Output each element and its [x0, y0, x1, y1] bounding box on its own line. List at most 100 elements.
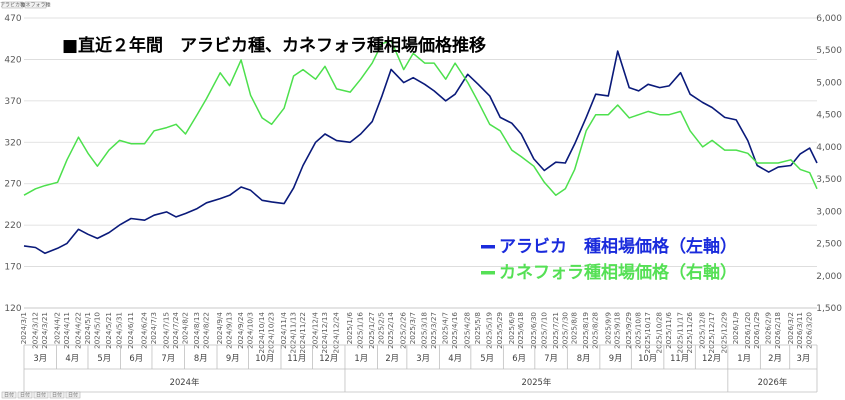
x-tick-label: 2025/7/30 [560, 312, 569, 349]
series-filter-button [24, 1, 47, 9]
x-tick-label: 2025/8/28 [591, 312, 600, 349]
month-label: 10月 [638, 353, 657, 363]
x-tick-label: 2025/6/30 [529, 312, 538, 349]
legend-entry: カネフォラ種相場価格（右軸） [499, 262, 737, 283]
x-tick-label: 2025/1/6 [345, 312, 354, 345]
x-tick-label: 2024/11/4 [279, 312, 288, 349]
month-label: 12月 [702, 353, 721, 363]
date-filter-label: 日付 [20, 392, 30, 399]
x-tick-label: 2024/9/24 [236, 312, 245, 349]
month-label: 3月 [797, 353, 811, 363]
legend-entry: アラビカ 種相場価格（左軸） [499, 236, 737, 257]
x-tick-label: 2026/3/2 [786, 312, 795, 344]
x-tick-label: 2026/3/11 [795, 312, 804, 349]
x-tick-label: 2024/12/13 [320, 312, 329, 353]
x-tick-label: 2024/9/13 [225, 312, 234, 349]
x-tick-label: 2025/4/7 [441, 312, 450, 344]
left-tick-label: 220 [4, 221, 21, 231]
x-tick-label: 2025/5/8 [473, 312, 482, 345]
chart-title: ■直近２年間 アラビカ種、カネフォラ種相場価格推移 [62, 35, 486, 56]
x-tick-label: 2025/8/8 [570, 312, 579, 345]
x-tick-label: 2024/5/31 [114, 312, 123, 349]
legend-swatch [481, 245, 495, 249]
x-tick-label: 2025/11/26 [685, 312, 694, 354]
x-tick-label: 2024/11/13 [289, 312, 298, 353]
x-tick-label: 2025/1/27 [367, 312, 376, 349]
x-tick-label: 2024/3/12 [31, 312, 40, 349]
right-tick-label: 2,000 [816, 272, 842, 282]
x-tick-label: 2026/1/29 [752, 312, 761, 349]
x-tick-label: 2024/10/23 [267, 312, 276, 353]
month-label: 6月 [129, 353, 143, 363]
date-filter-button [33, 391, 49, 399]
x-tick-label: 2025/8/19 [581, 312, 590, 349]
x-tick-label: 2026/1/20 [743, 312, 752, 349]
month-label: 2月 [385, 353, 399, 363]
x-tick-label: 2025/5/29 [495, 312, 504, 349]
date-filter-label: 日付 [52, 392, 62, 399]
left-tick-label: 320 [4, 138, 21, 148]
x-tick-label: 2024/10/3 [246, 312, 255, 349]
month-label: 7月 [544, 353, 558, 363]
x-tick-label: 2025/2/5 [377, 312, 386, 344]
x-tick-label: 2025/7/21 [551, 312, 560, 349]
x-tick-label: 2024/8/22 [202, 312, 211, 349]
left-tick-label: 270 [4, 180, 21, 190]
x-tick-label: 2025/2/26 [399, 312, 408, 349]
month-label: 11月 [287, 353, 306, 363]
x-tick-label: 2025/3/7 [408, 312, 417, 344]
date-filter-label: 日付 [68, 392, 78, 399]
right-tick-label: 6,000 [816, 14, 842, 24]
series-filter-label: アラビカ種 [0, 2, 25, 9]
date-filter-button [65, 391, 81, 399]
x-tick-label: 2025/10/8 [634, 312, 643, 349]
right-tick-label: 1,500 [816, 304, 842, 314]
month-label: 5月 [480, 353, 494, 363]
series-filter-label: カネフォラ種 [20, 2, 50, 9]
x-tick-label: 2025/9/9 [603, 312, 612, 345]
series-filter-button [1, 1, 24, 9]
x-tick-label: 2026/2/18 [773, 312, 782, 349]
x-tick-label: 2025/4/16 [450, 312, 459, 349]
left-tick-label: 370 [4, 97, 21, 107]
year-label: 2024年 [170, 377, 200, 387]
month-label: 12月 [319, 353, 338, 363]
x-tick-label: 2024/10/14 [257, 312, 266, 354]
year-label: 2026年 [758, 377, 788, 387]
x-tick-label: 2025/1/16 [356, 312, 365, 349]
x-tick-label: 2025/9/29 [624, 312, 633, 349]
series-line-arabica [23, 50, 818, 255]
x-tick-label: 2025/12/8 [698, 312, 707, 349]
right-tick-label: 4,000 [816, 143, 842, 153]
x-tick-label: 2025/3/18 [420, 312, 429, 349]
month-label: 4月 [65, 353, 79, 363]
right-tick-label: 2,500 [816, 240, 842, 250]
x-tick-label: 2024/9/4 [215, 312, 224, 345]
x-tick-label: 2025/3/27 [429, 312, 438, 349]
month-label: 6月 [512, 353, 526, 363]
x-tick-label: 2024/8/2 [181, 312, 190, 344]
date-filter-button [17, 391, 33, 399]
month-label: 11月 [670, 353, 689, 363]
month-label: 9月 [609, 353, 623, 363]
x-tick-label: 2025/10/28 [655, 312, 664, 354]
left-tick-label: 420 [4, 55, 21, 65]
x-tick-label: 2024/12/24 [332, 312, 341, 354]
x-tick-label: 2025/6/18 [516, 312, 525, 349]
x-tick-label: 2024/5/10 [92, 312, 101, 349]
x-tick-label: 2024/7/24 [171, 312, 180, 349]
x-tick-label: 2026/2/9 [764, 312, 773, 345]
x-tick-label: 2024/5/1 [83, 312, 92, 344]
x-tick-label: 2024/5/21 [104, 312, 113, 349]
left-tick-label: 170 [4, 263, 21, 273]
month-label: 9月 [226, 353, 240, 363]
month-label: 7月 [161, 353, 175, 363]
date-filter-label: 日付 [36, 392, 46, 399]
month-label: 2月 [768, 353, 782, 363]
x-tick-label: 2025/12/29 [720, 312, 729, 354]
x-tick-label: 2025/7/10 [539, 312, 548, 349]
x-tick-label: 2024/8/13 [192, 312, 201, 349]
x-tick-label: 2024/12/4 [311, 312, 320, 349]
